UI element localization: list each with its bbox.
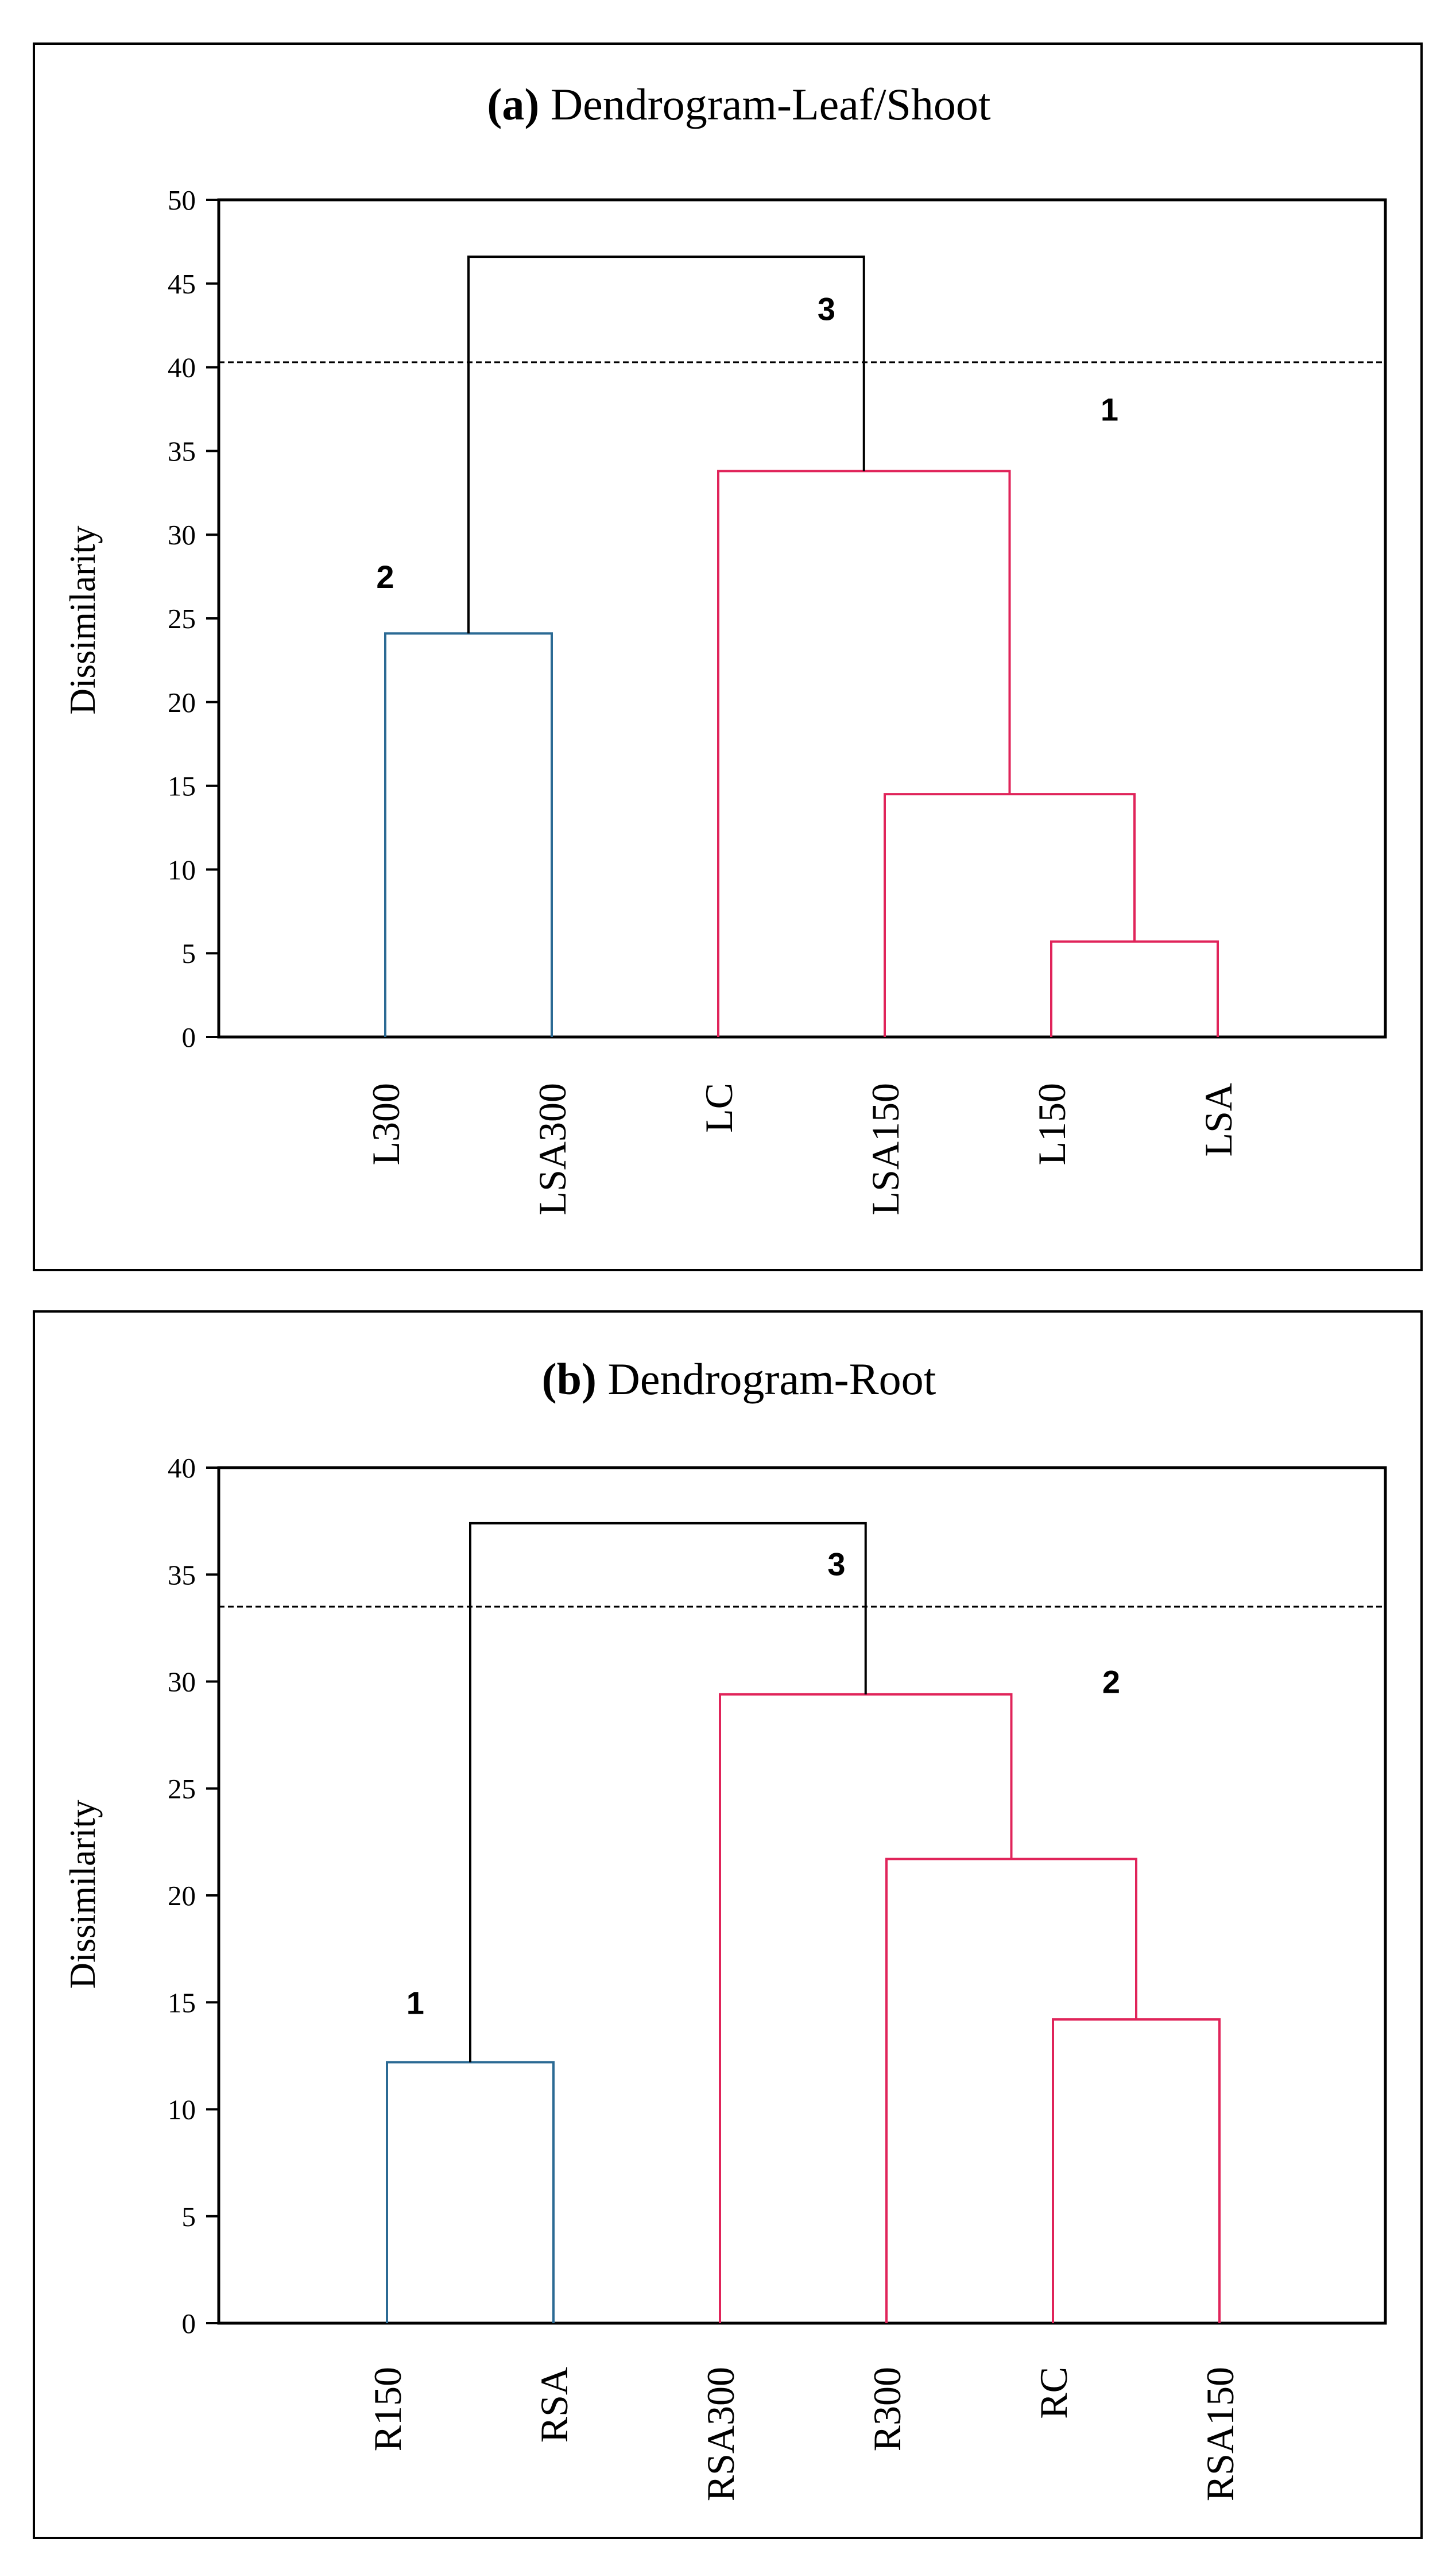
dendrogram-link-cluster-root — [469, 1522, 867, 2062]
dendrogram-link-cluster-2 — [719, 1693, 1013, 2323]
y-tick-label: 5 — [182, 2201, 196, 2232]
chart-panel-b: (b) Dendrogram-Root Dissimilarity 0 5 10 15… — [33, 1310, 1423, 2539]
y-tick-label: 15 — [168, 1987, 196, 2018]
dendrogram-links — [386, 1522, 1221, 2323]
plot-frame — [217, 198, 1387, 1039]
y-tick-label: 25 — [168, 603, 196, 634]
chart-title-prefix: (b) — [542, 1354, 597, 1404]
y-tick-label: 10 — [168, 854, 196, 885]
y-tick-label: 10 — [168, 2094, 196, 2126]
y-axis-label: Dissimilarity — [63, 525, 103, 714]
leaf-label: L300 — [364, 1083, 408, 1166]
y-tick-label: 50 — [168, 184, 196, 216]
chart-panel-a: (a) Dendrogram-Leaf/Shoot Dissimilarity … — [33, 42, 1423, 1271]
dendrogram-link-cluster-1 — [386, 2061, 555, 2323]
leaf-label: LC — [697, 1083, 741, 1133]
dendrogram-link-cluster-1 — [717, 470, 1011, 1037]
chart-title-text: Dendrogram-Root — [597, 1354, 936, 1404]
y-tick-label: 35 — [168, 435, 196, 467]
leaf-label: LSA300 — [530, 1083, 574, 1215]
dendrogram-links — [384, 256, 1219, 1037]
cluster-labels: 3 1 2 — [376, 291, 1118, 595]
cluster-number-label: 2 — [376, 559, 394, 595]
dendrogram-link-cluster-2 — [885, 1858, 1137, 2323]
leaf-label: LSA150 — [863, 1083, 907, 1215]
leaf-label: R300 — [865, 2367, 909, 2451]
y-tick-label: 35 — [168, 1559, 196, 1591]
plot-frame — [217, 1466, 1387, 2325]
y-tick-label: 0 — [182, 1021, 196, 1053]
dendrogram-link-cluster-1 — [884, 793, 1136, 1037]
cluster-number-label: 1 — [406, 1984, 424, 2021]
cluster-number-label: 2 — [1102, 1664, 1120, 1700]
cluster-number-label: 3 — [827, 1546, 845, 1582]
dendrogram-root: (b) Dendrogram-Root Dissimilarity 0 5 10 15… — [63, 1354, 1387, 2501]
chart-title-prefix: (a) — [487, 79, 539, 129]
leaf-label: RC — [1032, 2367, 1075, 2419]
y-axis-label: Dissimilarity — [63, 1800, 103, 1988]
y-tick-label: 15 — [168, 771, 196, 802]
y-axis-ticks: 0 5 10 15 20 25 30 35 40 — [168, 1452, 219, 2339]
dendrogram-leaf-shoot: (a) Dendrogram-Leaf/Shoot Dissimilarity … — [63, 79, 1387, 1215]
cluster-number-label: 1 — [1101, 392, 1118, 428]
y-axis-ticks: 0 5 10 15 20 25 30 35 40 45 50 — [168, 184, 219, 1053]
leaf-labels: L300 LSA300 LC LSA150 L150 LSA — [364, 1083, 1240, 1215]
y-tick-label: 25 — [168, 1773, 196, 1805]
dendrogram-link-cluster-2 — [1052, 2018, 1221, 2323]
leaf-label: RSA — [532, 2367, 576, 2443]
y-tick-label: 40 — [168, 1452, 196, 1484]
dendrogram-link-cluster-2 — [384, 632, 553, 1037]
leaf-label: L150 — [1030, 1083, 1074, 1166]
y-tick-label: 0 — [182, 2308, 196, 2339]
cluster-labels: 3 2 1 — [406, 1546, 1120, 2021]
leaf-label: RSA300 — [699, 2367, 742, 2501]
chart-title-text: Dendrogram-Leaf/Shoot — [539, 79, 991, 129]
cluster-number-label: 3 — [818, 291, 835, 327]
dendrogram-link-cluster-1 — [1050, 940, 1219, 1037]
y-tick-label: 20 — [168, 687, 196, 718]
chart-title: (a) Dendrogram-Leaf/Shoot — [487, 79, 991, 129]
leaf-label: R150 — [366, 2367, 409, 2451]
y-tick-label: 20 — [168, 1880, 196, 1911]
leaf-labels: R150 RSA RSA300 R300 RC RSA150 — [366, 2367, 1242, 2501]
y-tick-label: 30 — [168, 519, 196, 551]
leaf-label: LSA — [1196, 1083, 1240, 1156]
leaf-label: RSA150 — [1198, 2367, 1242, 2501]
y-tick-label: 45 — [168, 268, 196, 300]
y-tick-label: 30 — [168, 1666, 196, 1698]
dendrogram-link-cluster-root — [467, 256, 865, 634]
y-tick-label: 5 — [182, 938, 196, 969]
chart-title: (b) Dendrogram-Root — [542, 1354, 936, 1404]
y-tick-label: 40 — [168, 352, 196, 384]
